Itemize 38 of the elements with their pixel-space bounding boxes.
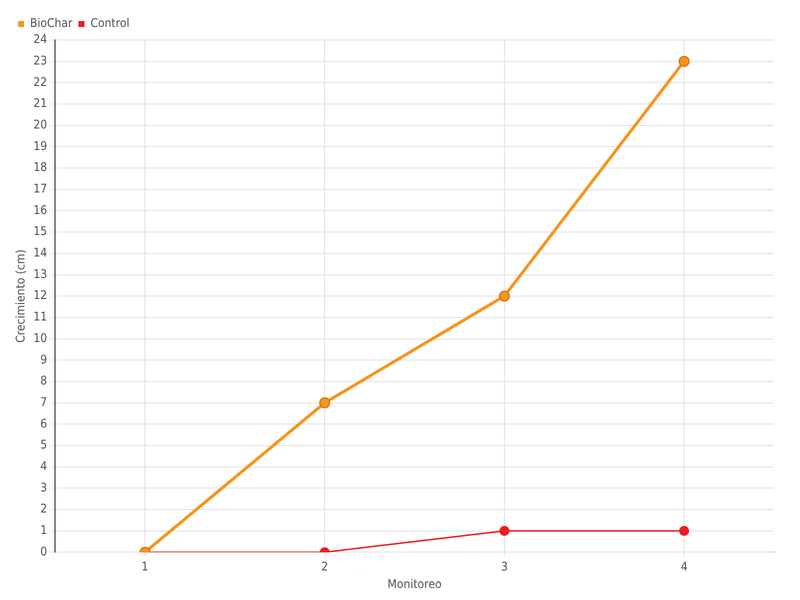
y-tick-label: 11 (33, 310, 48, 324)
y-tick-label: 12 (33, 288, 48, 302)
y-tick-label: 7 (40, 394, 48, 409)
point (319, 397, 330, 408)
point (498, 290, 510, 302)
y-tick-label: 9 (40, 352, 48, 366)
y-tick-label: 4 (40, 458, 48, 473)
y-tick-label: 0 (40, 544, 48, 558)
point (679, 526, 690, 536)
x-tick-label: 1 (142, 560, 148, 574)
y-tick-label: 17 (33, 182, 48, 196)
y-tick-label: 15 (33, 224, 48, 238)
point (678, 56, 690, 67)
y-tick-label: 22 (33, 74, 48, 89)
y-tick-label: 8 (40, 374, 48, 388)
point (499, 526, 510, 536)
y-tick-label: 13 (33, 266, 48, 281)
y-tick-label: 6 (40, 416, 48, 430)
y-tick-label: 24 (33, 32, 48, 46)
y-tick-label: 23 (33, 53, 48, 68)
y-tick-label: 3 (40, 480, 48, 494)
x-tick-label: 4 (680, 560, 688, 574)
y-axis-title: Crecimiento (cm) (13, 249, 28, 343)
x-axis-title: Monitoreo (388, 576, 442, 591)
x-tick-label: 3 (500, 560, 508, 574)
y-tick-label: 5 (40, 438, 48, 452)
y-tick-label: 21 (33, 96, 48, 110)
y-tick-label: 19 (33, 138, 48, 153)
y-tick-label: 20 (33, 117, 48, 132)
legend-label: BioChar (30, 16, 74, 30)
x-tick-label: 2 (321, 560, 328, 574)
y-tick-label: 14 (33, 246, 48, 260)
legend-label: Control (90, 16, 130, 30)
y-tick-label: 18 (33, 160, 48, 174)
y-tick-label: 1 (40, 522, 48, 537)
y-tick-label: 10 (33, 330, 48, 345)
y-tick-label: 2 (40, 502, 48, 516)
y-tick-label: 16 (33, 202, 48, 217)
